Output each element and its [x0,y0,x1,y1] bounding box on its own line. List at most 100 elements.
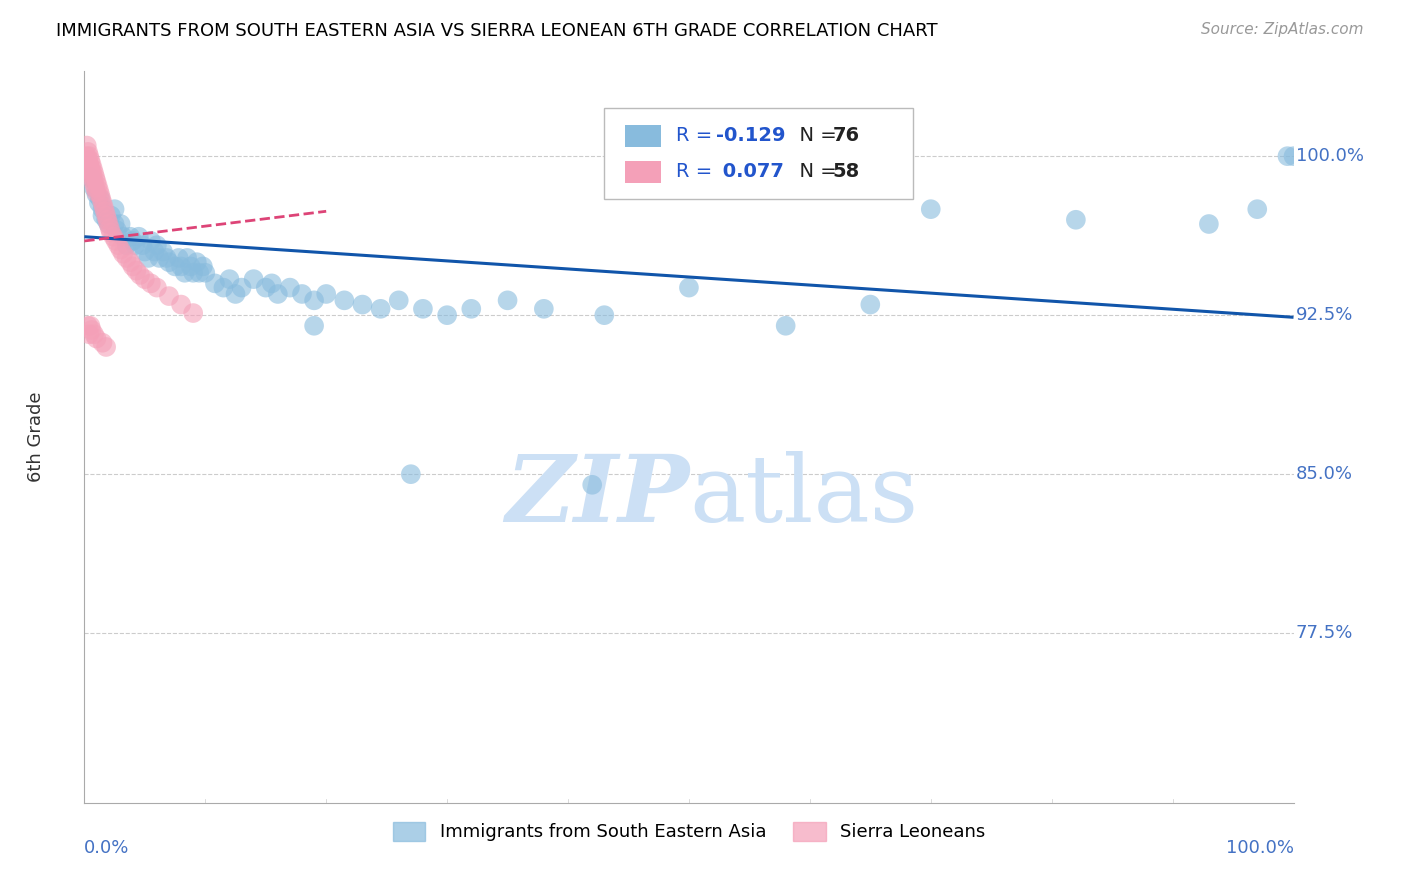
Point [278,280,301,294]
Point [581,477,603,491]
Text: 100.0%: 100.0% [1296,147,1364,165]
Point [1198,217,1220,231]
Point [79,170,101,185]
Point [125,263,148,277]
Point [80,166,103,180]
Point [90,192,112,206]
Point [593,308,616,322]
Point [79,153,101,168]
Point [77,327,100,342]
Point [112,246,135,260]
Text: 0.0%: 0.0% [84,839,129,857]
Point [143,244,166,259]
Point [859,297,882,311]
Point [254,280,277,294]
Point [134,272,156,286]
Text: 58: 58 [832,162,860,181]
Text: 77.5%: 77.5% [1296,624,1354,642]
Text: -0.129: -0.129 [716,127,785,145]
Point [76,138,98,153]
Point [134,244,156,259]
Point [1282,149,1305,163]
Point [79,161,101,176]
Text: 85.0%: 85.0% [1296,466,1353,483]
Point [107,238,129,252]
Point [1064,212,1087,227]
Point [533,301,555,316]
Text: R =: R = [676,162,718,181]
Point [98,221,121,235]
Point [212,280,235,294]
Point [120,229,142,244]
Point [218,272,240,286]
Point [100,226,122,240]
Point [260,277,283,291]
Point [121,260,143,274]
Point [131,238,153,252]
Point [267,287,290,301]
Point [412,301,434,316]
Point [80,158,103,172]
Point [97,217,120,231]
Point [176,251,198,265]
Point [352,297,374,311]
Point [157,255,180,269]
Point [115,251,138,265]
Point [94,209,117,223]
Point [678,280,700,294]
Point [146,280,169,294]
Text: 92.5%: 92.5% [1296,306,1354,324]
Point [124,238,146,252]
Point [84,170,107,185]
Point [194,266,217,280]
Point [103,229,125,244]
Point [191,260,214,274]
Point [93,200,115,214]
Point [110,217,132,231]
Point [139,277,162,291]
Point [460,301,482,316]
Point [112,229,135,244]
FancyBboxPatch shape [605,108,912,200]
Text: N =: N = [787,127,842,145]
Point [173,266,195,280]
Point [83,327,105,342]
Point [104,217,127,231]
Point [170,260,193,274]
Point [86,175,108,189]
Point [89,192,111,206]
Point [155,251,177,265]
Point [399,467,422,482]
Point [225,287,247,301]
Point [302,318,325,333]
Point [82,161,104,176]
Point [121,234,143,248]
Point [180,260,202,274]
Point [104,234,127,248]
Text: R =: R = [676,127,718,145]
Point [315,287,337,301]
Point [188,266,211,280]
Point [77,158,100,172]
Point [77,149,100,163]
Point [120,255,142,269]
Point [1246,202,1268,216]
Point [80,168,103,182]
Text: 100.0%: 100.0% [1226,839,1294,857]
Text: 76: 76 [832,127,860,145]
Point [83,177,105,191]
FancyBboxPatch shape [624,161,661,183]
Point [77,160,100,174]
Point [436,308,458,322]
Point [165,260,187,274]
Point [86,185,108,199]
Point [76,149,98,163]
Point [157,289,180,303]
Point [115,238,138,252]
Point [302,293,325,308]
Point [82,172,104,186]
Point [370,301,392,316]
Point [242,272,264,286]
Point [77,155,100,169]
Point [105,223,128,237]
